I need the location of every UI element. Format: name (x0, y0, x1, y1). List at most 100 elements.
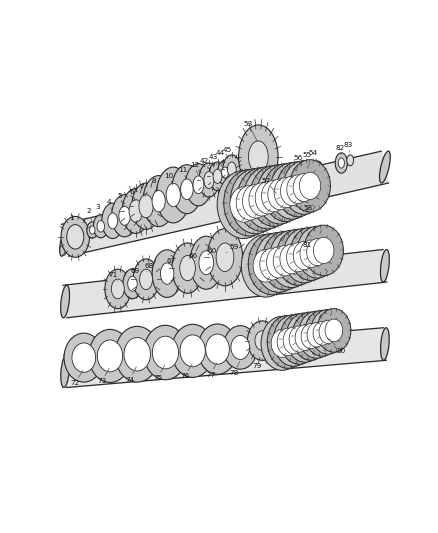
Ellipse shape (289, 326, 309, 352)
Ellipse shape (97, 340, 122, 372)
Ellipse shape (261, 180, 286, 212)
Ellipse shape (64, 333, 103, 382)
Ellipse shape (279, 244, 303, 274)
Ellipse shape (310, 310, 345, 354)
Ellipse shape (293, 241, 315, 270)
Ellipse shape (296, 226, 337, 278)
Ellipse shape (307, 167, 313, 176)
Ellipse shape (314, 165, 319, 174)
Ellipse shape (172, 243, 203, 293)
Ellipse shape (335, 153, 347, 173)
Ellipse shape (119, 206, 130, 225)
Text: 83: 83 (343, 142, 352, 152)
Ellipse shape (280, 176, 303, 206)
Ellipse shape (250, 166, 297, 227)
Ellipse shape (298, 168, 306, 180)
Ellipse shape (283, 327, 304, 354)
Ellipse shape (269, 163, 313, 219)
Ellipse shape (294, 161, 309, 186)
Ellipse shape (221, 167, 228, 178)
Ellipse shape (190, 236, 222, 289)
Text: 60: 60 (207, 248, 216, 255)
Ellipse shape (72, 343, 95, 373)
Ellipse shape (87, 222, 98, 238)
Ellipse shape (303, 225, 343, 276)
Ellipse shape (261, 231, 307, 290)
Ellipse shape (247, 321, 277, 360)
Ellipse shape (160, 263, 173, 284)
Ellipse shape (152, 190, 165, 212)
Ellipse shape (276, 328, 298, 356)
Ellipse shape (311, 161, 322, 179)
Text: 45: 45 (223, 147, 232, 157)
Text: 54: 54 (308, 150, 318, 161)
Ellipse shape (152, 336, 178, 369)
Ellipse shape (236, 185, 263, 220)
Text: 77: 77 (205, 363, 216, 378)
Text: 56: 56 (293, 155, 302, 165)
Ellipse shape (272, 245, 297, 276)
Ellipse shape (60, 355, 69, 387)
Ellipse shape (203, 172, 214, 189)
Text: 1: 1 (69, 215, 74, 225)
Text: 11: 11 (177, 167, 187, 179)
Ellipse shape (261, 316, 303, 370)
Ellipse shape (227, 162, 236, 176)
Ellipse shape (198, 251, 213, 274)
Ellipse shape (346, 155, 353, 166)
Ellipse shape (152, 250, 182, 297)
Text: 71: 71 (109, 272, 118, 281)
Ellipse shape (124, 337, 150, 371)
Ellipse shape (276, 161, 319, 217)
Text: 72: 72 (71, 370, 82, 386)
Polygon shape (61, 151, 388, 256)
Ellipse shape (248, 183, 274, 216)
Ellipse shape (111, 279, 124, 299)
Text: 67: 67 (166, 257, 176, 264)
Ellipse shape (102, 203, 124, 239)
Ellipse shape (273, 177, 297, 208)
Text: 82: 82 (335, 146, 344, 155)
Ellipse shape (60, 224, 71, 256)
Ellipse shape (143, 325, 187, 379)
Ellipse shape (238, 125, 277, 189)
Ellipse shape (207, 229, 242, 286)
Text: 80: 80 (328, 338, 345, 354)
Text: 44: 44 (215, 150, 225, 161)
Ellipse shape (242, 184, 268, 218)
Text: 74: 74 (125, 367, 136, 383)
Text: 66: 66 (187, 253, 197, 259)
Ellipse shape (208, 162, 226, 191)
Ellipse shape (273, 314, 313, 366)
Text: 55: 55 (301, 152, 311, 163)
Ellipse shape (283, 160, 324, 214)
Ellipse shape (293, 174, 314, 201)
Ellipse shape (123, 269, 141, 299)
Ellipse shape (179, 255, 195, 281)
Ellipse shape (297, 311, 334, 358)
Ellipse shape (306, 322, 325, 347)
Ellipse shape (108, 213, 117, 229)
Ellipse shape (318, 320, 336, 343)
Ellipse shape (291, 312, 329, 360)
Text: 58: 58 (297, 199, 312, 211)
Ellipse shape (324, 319, 342, 342)
Ellipse shape (217, 160, 232, 185)
Text: 5: 5 (118, 193, 124, 206)
Ellipse shape (237, 167, 286, 231)
Text: 6: 6 (129, 189, 135, 201)
Ellipse shape (267, 179, 291, 210)
Ellipse shape (306, 239, 327, 265)
Ellipse shape (279, 314, 318, 364)
Text: 12: 12 (189, 162, 198, 174)
Ellipse shape (166, 183, 180, 207)
Ellipse shape (171, 324, 213, 377)
Ellipse shape (380, 328, 389, 360)
Ellipse shape (286, 175, 308, 204)
Ellipse shape (131, 183, 160, 229)
Ellipse shape (243, 167, 291, 229)
Text: 10: 10 (164, 173, 173, 185)
Ellipse shape (289, 160, 330, 212)
Ellipse shape (338, 158, 344, 168)
Ellipse shape (271, 329, 293, 357)
